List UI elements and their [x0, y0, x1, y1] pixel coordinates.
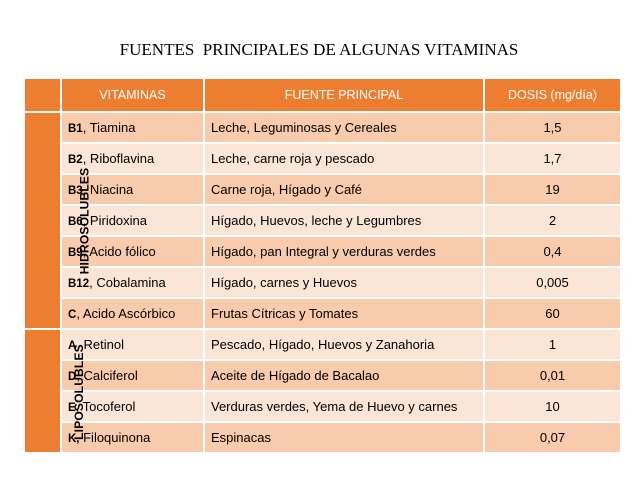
dose-cell: 1,5	[483, 111, 622, 144]
table-row: D, Calciferol Aceite de Hígado de Bacala…	[24, 359, 622, 392]
page-title: FUENTES PRINCIPALES DE ALGUNAS VITAMINAS	[119, 40, 519, 59]
vitamin-cell: K, Filoquinona	[60, 421, 205, 454]
source-cell: Frutas Cítricas y Tomates	[203, 297, 485, 330]
source-cell: Leche, Leguminosas y Cereales	[203, 111, 485, 144]
dose-cell: 0,07	[483, 421, 622, 454]
table-row: B2, Riboflavina Leche, carne roja y pesc…	[24, 142, 622, 175]
vitamin-code: B6	[68, 216, 83, 228]
dose-cell: 0,4	[483, 235, 622, 268]
table-row: E, Tocoferol Verduras verdes, Yema de Hu…	[24, 390, 622, 423]
table-row: LIPOSOLUBLES A, Retinol Pescado, Hígado,…	[23, 328, 622, 454]
table-row: B6, Piridoxina Hígado, Huevos, leche y L…	[24, 204, 622, 237]
dose-cell: 0,005	[483, 266, 622, 299]
vitamin-code: C	[68, 309, 77, 321]
dose-cell: 1,7	[483, 142, 622, 175]
group-label: LIPOSOLUBLES	[71, 343, 86, 440]
vitamin-name: , Niacina	[82, 182, 134, 197]
table-row: B9, Acido fólico Hígado, pan Integral y …	[24, 235, 622, 268]
dose-cell: 60	[483, 297, 622, 330]
header-vitaminas: VITAMINAS	[60, 77, 205, 113]
vitamin-code: D	[68, 371, 77, 383]
vitamin-cell: B1, Tiamina	[60, 111, 205, 144]
vitamin-cell: B2, Riboflavina	[60, 142, 205, 175]
vitamin-name: Filoquinona	[79, 430, 151, 445]
vitamin-cell: B9, Acido fólico	[60, 235, 205, 268]
dose-cell: 10	[483, 390, 622, 423]
vitamin-name: , Cobalamina	[89, 275, 166, 290]
vitamin-cell: E, Tocoferol	[60, 390, 205, 423]
source-cell: Hígado, Huevos, leche y Legumbres	[203, 204, 485, 237]
vitamin-code: B12	[68, 278, 90, 290]
vitamin-code: K,	[68, 433, 80, 445]
vitamin-code: A	[68, 340, 77, 352]
vitamin-name: , Calciferol	[76, 368, 138, 383]
vitamin-cell: D, Calciferol	[60, 359, 205, 392]
source-cell: Espinacas	[203, 421, 485, 454]
vitamin-code: B9	[68, 247, 83, 259]
vitamin-name: , Acido Ascórbico	[76, 306, 176, 321]
source-cell: Hígado, carnes y Huevos	[203, 266, 485, 299]
vitamin-code: E	[68, 402, 76, 414]
dose-cell: 1	[483, 328, 622, 361]
dose-cell: 2	[483, 204, 622, 237]
table-row: B12, Cobalamina Hígado, carnes y Huevos …	[24, 266, 622, 299]
source-cell: Pescado, Hígado, Huevos y Zanahoria	[203, 328, 485, 361]
group-hidrosolubles: HIDROSOLUBLES	[23, 111, 91, 330]
table-row: B3, Niacina Carne roja, Hígado y Café 19	[24, 173, 622, 206]
source-cell: Verduras verdes, Yema de Huevo y carnes	[203, 390, 485, 423]
vitamin-name: , Retinol	[76, 337, 125, 352]
vitamins-table: VITAMINAS FUENTE PRINCIPAL DOSIS (mg/día…	[23, 77, 622, 454]
group-liposolubles: LIPOSOLUBLES	[23, 328, 86, 454]
vitamin-name: , Tocoferol	[75, 399, 136, 414]
vitamin-cell: A, Retinol	[60, 328, 205, 361]
source-cell: Aceite de Hígado de Bacalao	[203, 359, 485, 392]
vitamin-code: B3	[68, 185, 83, 197]
vitamin-code: B1	[68, 123, 83, 135]
dose-cell: 19	[483, 173, 622, 206]
vitamin-name: , Tiamina	[82, 120, 136, 135]
table-row: C, Acido Ascórbico Frutas Cítricas y Tom…	[24, 297, 622, 330]
header-dosis: DOSIS (mg/día)	[483, 77, 622, 113]
header-corner	[23, 77, 62, 113]
dose-cell: 0,01	[483, 359, 622, 392]
vitamin-name: , Piridoxina	[82, 213, 148, 228]
source-cell: Carne roja, Hígado y Café	[203, 173, 485, 206]
vitamin-cell: B3, Niacina	[60, 173, 205, 206]
vitamin-cell: C, Acido Ascórbico	[60, 297, 205, 330]
table-row: K, Filoquinona Espinacas 0,07	[24, 421, 622, 454]
vitamin-code: B2	[68, 154, 83, 166]
table-row: HIDROSOLUBLES B1, Tiamina Leche, Legumin…	[23, 111, 622, 330]
source-cell: Leche, carne roja y pescado	[203, 142, 485, 175]
vitamin-name: , Acido fólico	[82, 244, 156, 259]
source-cell: Hígado, pan Integral y verduras verdes	[203, 235, 485, 268]
vitamin-cell: B6, Piridoxina	[60, 204, 205, 237]
header-fuente: FUENTE PRINCIPAL	[203, 77, 485, 113]
vitamin-cell: B12, Cobalamina	[60, 266, 205, 299]
table-header-row: VITAMINAS FUENTE PRINCIPAL DOSIS (mg/día…	[23, 77, 622, 113]
vitamin-name: , Riboflavina	[82, 151, 155, 166]
group-label: HIDROSOLUBLES	[77, 167, 92, 275]
